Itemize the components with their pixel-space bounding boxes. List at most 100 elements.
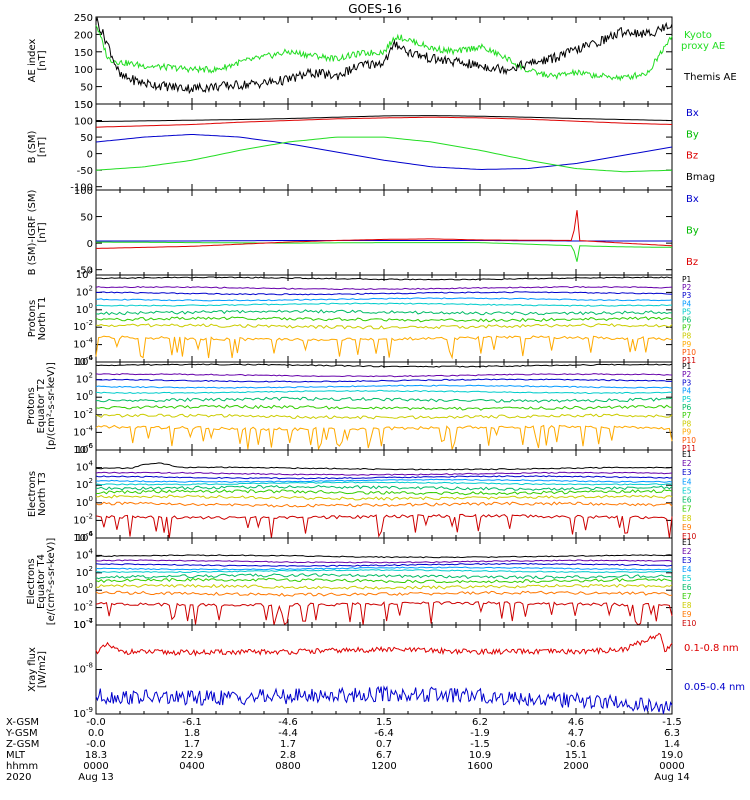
panel-3-channel-line [95,316,673,323]
ephem-MLT-value: 19.0 [661,750,683,761]
panel-1-ytick-label: 150 [74,100,93,111]
panel-3-ylabel-line: North T1 [37,297,48,341]
ephem-Y-GSM-value: -6.4 [374,728,394,739]
panel-1-ytick-label: -50 [77,166,93,177]
panel-4-legend-P9: P9 [682,428,692,437]
ephem-MLT-value: 15.1 [565,750,587,761]
panel-0-ytick-label: 100 [74,65,93,76]
panel-4-channel-line [95,389,673,395]
panel-3-legend-P4: P4 [682,299,692,308]
panel-7-series-1 [95,685,673,715]
ephem-hhmm-value: 0800 [275,761,300,772]
panel-2-frame [95,189,673,276]
panel-3-ytick-label: 10-6 [73,354,93,368]
panel-3-ytick-label: 100 [76,302,93,316]
panel-0-series-1 [95,16,673,95]
panel-4-legend-P1: P1 [682,362,692,371]
ephem-MLT-value: 6.7 [376,750,392,761]
ephem-Z-GSM-value: -0.6 [566,739,586,750]
panel-0-ylabel-line: AE index [27,39,38,83]
panel-2-ylabel-line: B (SM)-IGRF (SM) [27,190,38,276]
panel-7: Xray flux [W/m2] 10-7 10-8 10-9 0.1-0.8 nm 0.0… [27,617,745,720]
panel-1-ytick-label: 0 [87,150,93,161]
panel-1-ytick-label: -100 [70,183,93,194]
ephem-X-GSM-value: -0.0 [86,717,106,728]
panel-6-legend-E6: E6 [682,583,692,592]
panel-4-ytick-label: 10-6 [73,442,93,456]
panel-2-ytick-label: 50 [80,213,93,224]
ephem-Y-GSM-value: -1.9 [470,728,490,739]
ephem-label-Y-GSM: Y-GSM [5,728,38,739]
ephem-Y-GSM-value: -4.4 [278,728,298,739]
panel-4-ytick-label: 10-4 [73,424,93,438]
panel-5-ytick-label: 100 [76,495,93,509]
panel-4-legend-P2: P2 [682,370,692,379]
panel-6-legend-E7: E7 [682,592,692,601]
panel-3-legend-P1: P1 [682,275,692,284]
panel-3-legend-P8: P8 [682,332,692,341]
ephem-X-GSM-value: -4.6 [278,717,298,728]
panel-6-ytick-label: 104 [76,547,94,561]
panel-5-legend-E9: E9 [682,523,692,532]
panel-6-ylabel-line: Electrons [26,558,37,604]
panel-2-ytick-label: 100 [74,186,93,197]
panel-2-ytick-label: 0 [87,239,93,250]
panel-5-legend-E5: E5 [682,486,692,495]
panel-1-series-3 [96,115,672,122]
panel-3-channel-line [95,323,673,330]
panel-4-channel-line [95,373,673,378]
panel-3-ytick-label: 104 [76,267,94,281]
panel-1-series-1 [95,136,673,173]
panel-3-legend-P3: P3 [682,291,692,300]
panel-6-channel-line [96,569,673,574]
panel-6-legend-E8: E8 [682,601,692,610]
ephem-Z-GSM-value: 1.7 [184,739,200,750]
panel-5-channel-line [96,494,673,501]
panel-5-ylabel-line: Electrons [27,471,38,517]
panel-5-channel-line [95,501,673,508]
ephem-MLT-value: 10.9 [469,750,491,761]
ephem-X-GSM-value: 6.2 [472,717,488,728]
panel-6-legend-E2: E2 [682,547,692,556]
panel-1-legend-Bx: Bx [686,108,699,119]
ephem-label-MLT: MLT [6,750,26,761]
panel-5-channel-line [95,484,673,491]
panel-4-channel-line [95,363,673,368]
panel-5-ytick-label: 102 [76,477,93,491]
ephemeris-table: X-GSM -0.0 -6.1 -4.6 1.5 6.2 4.6 -1.5 Y-GSM 0.0 1.… [5,717,690,783]
ephem-Y-GSM-value: 6.3 [664,728,680,739]
panel-1-series-2 [95,116,673,128]
panel-6-ytick-label: 102 [76,565,93,579]
panel-5: Electrons North T310610410210010-210-4E1E… [27,442,697,544]
ephem-hhmm-value: 1200 [371,761,396,772]
panel-2-legend-Bx: Bx [686,194,699,205]
panel-5-legend-E10: E10 [682,532,697,541]
panel-6-channel-line [95,559,673,564]
ephem-Z-GSM-value: 1.7 [280,739,296,750]
panel-6: Electrons Equator T4 [e/(cm²-s-sr-keV)] 106… [26,530,697,631]
panel-1-ylabel-line: B (SM) [27,130,38,163]
ephem-2020-value: Aug 13 [78,772,113,783]
panel-4-channel-line [96,396,673,403]
panel-6-legend-E1: E1 [682,538,692,547]
panel-5-channel-line [95,471,673,476]
panel-0-series-0 [95,25,673,82]
ephem-label-hhmm: hhmm [6,761,38,772]
panel-6-channel-line [95,573,673,580]
panel-1-frame [95,103,673,191]
ephem-hhmm-value: 0400 [179,761,204,772]
panel-4-legend-P10: P10 [682,436,696,445]
panel-3-legend-P11: P11 [682,356,696,365]
panel-4-ylabel-line: Equator T2 [36,379,47,434]
panel-7-ylabel-line: [W/m2] [37,651,48,688]
panel-4-ytick-label: 102 [76,372,93,386]
panel-5-channel-line [95,462,673,471]
panel-6-legend-E4: E4 [682,565,692,574]
panel-4-legend-P4: P4 [682,387,692,396]
panel-6-channel-line [95,590,673,597]
panel-4-channel-line [95,384,673,389]
panel-1-legend-By: By [686,129,699,140]
panel-7-ytick-label: 10-9 [73,706,93,720]
panel-5-ytick-label: 10-4 [73,530,93,544]
